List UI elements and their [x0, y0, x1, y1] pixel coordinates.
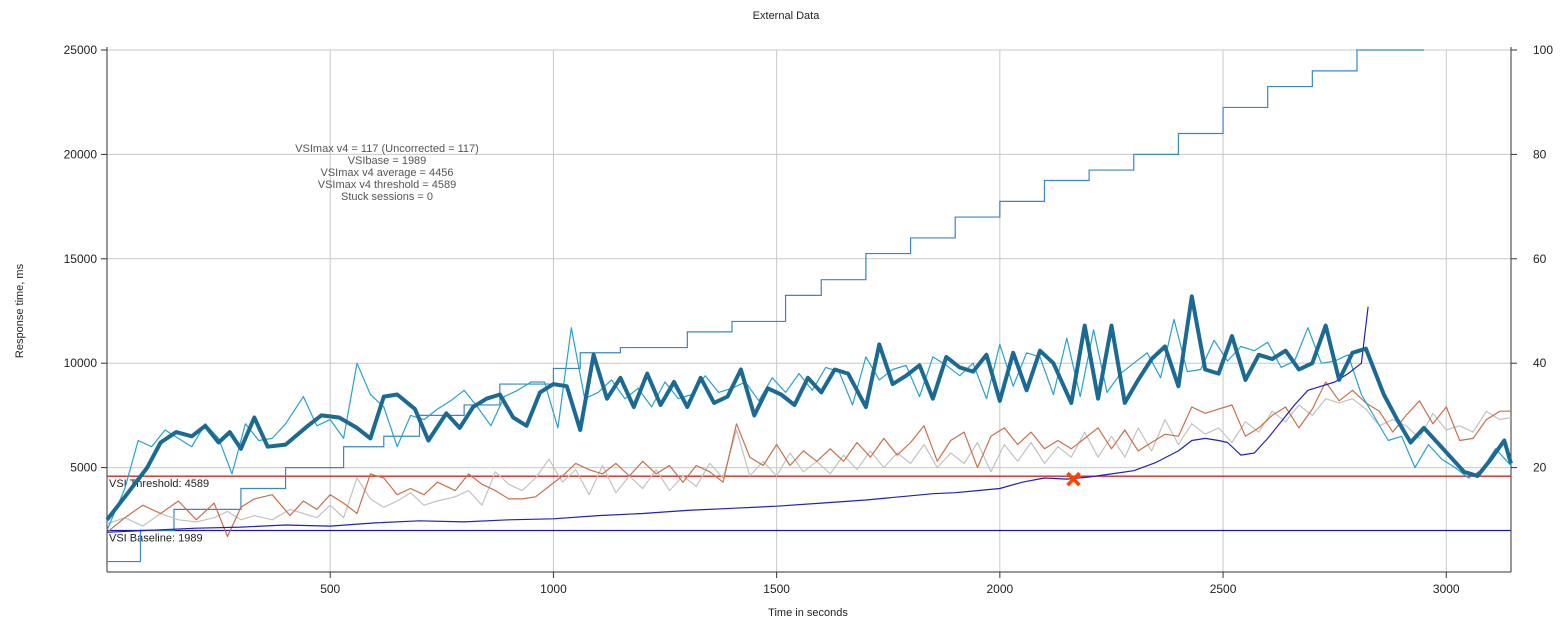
x-tick-label: 500 — [320, 582, 340, 596]
y-tick-label: 15000 — [64, 252, 98, 266]
vsimax-annotations: VSImax v4 = 117 (Uncorrected = 117)VSIba… — [295, 143, 479, 203]
x-tick-label: 2000 — [986, 582, 1013, 596]
annotation-line: VSImax v4 = 117 (Uncorrected = 117) — [295, 143, 479, 155]
series-line-0 — [105, 294, 1513, 522]
x-tick-label: 1000 — [540, 582, 567, 596]
x-axis-ticks: 500 1000 1500 2000 2500 3000 — [320, 572, 1460, 596]
y2-tick-label: 100 — [1533, 43, 1553, 57]
x-axis-label: Time in seconds — [768, 607, 848, 619]
x-tick-label: 2500 — [1210, 582, 1237, 596]
y-axis-label: Response time, ms — [14, 263, 26, 358]
y2-tick-label: 60 — [1533, 252, 1547, 266]
axes — [106, 47, 1512, 573]
chart-title: External Data — [753, 10, 821, 22]
x-tick-label: 1500 — [763, 582, 790, 596]
y-tick-label: 10000 — [64, 356, 98, 370]
baseline-label: VSI Baseline: 1989 — [109, 532, 203, 544]
vsimax-x-stroke-b — [1066, 471, 1081, 487]
annotation-line: VSImax v4 threshold = 4589 — [318, 179, 457, 191]
y2-axis-ticks: 20 40 60 80 100 — [1511, 43, 1553, 475]
y-tick-label: 25000 — [64, 43, 98, 57]
y2-tick-label: 20 — [1533, 461, 1547, 475]
series-line-4 — [106, 306, 1369, 533]
active-sessions-line — [107, 49, 1424, 563]
threshold-label: VSI Threshold: 4589 — [109, 478, 209, 490]
annotation-line: VSIbase = 1989 — [348, 155, 427, 167]
series-lines — [105, 49, 1513, 563]
grid-lines — [107, 49, 1511, 572]
x-tick-label: 3000 — [1433, 582, 1460, 596]
reference-lines: VSI Threshold: 4589 VSI Baseline: 1989 — [107, 475, 1511, 544]
series-line-1 — [106, 318, 1512, 531]
annotation-line: VSImax v4 average = 4456 — [321, 167, 454, 179]
y-tick-label: 20000 — [64, 147, 98, 161]
series-line-3 — [106, 398, 1512, 527]
y-tick-label: 5000 — [70, 461, 97, 475]
annotation-line: Stuck sessions = 0 — [341, 191, 433, 203]
y2-tick-label: 40 — [1533, 356, 1547, 370]
vsimax-marker — [1066, 471, 1081, 487]
y2-tick-label: 80 — [1533, 147, 1547, 161]
y-axis-ticks: 5000 10000 15000 20000 25000 — [64, 43, 107, 475]
series-line-2 — [106, 381, 1511, 538]
